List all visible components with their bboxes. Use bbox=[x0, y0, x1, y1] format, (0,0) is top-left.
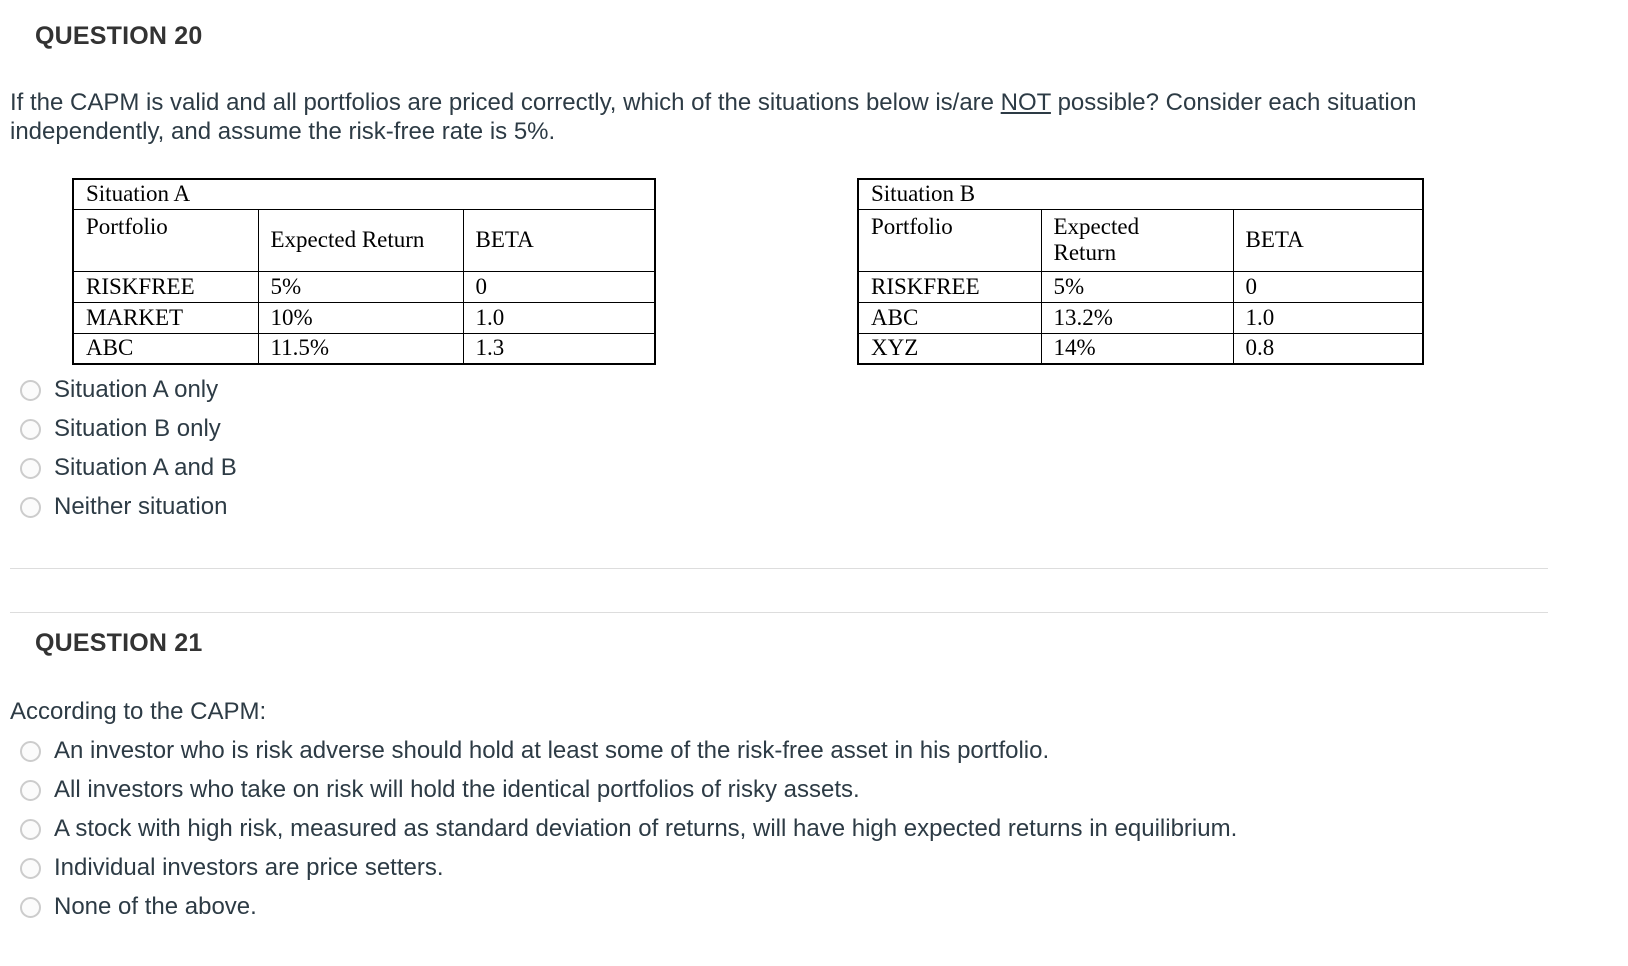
prompt-text-after: possible? Consider each situation indepe… bbox=[10, 89, 1417, 145]
table-cell: 1.3 bbox=[462, 332, 656, 365]
prompt-text-before: If the CAPM is valid and all portfolios … bbox=[10, 89, 1001, 116]
question-20: QUESTION 20 If the CAPM is valid and all… bbox=[10, 22, 1618, 520]
situation-a-table-wrap: Situation A Portfolio Expected Return BE… bbox=[72, 178, 656, 365]
table-row: ABC 11.5% 1.3 bbox=[72, 332, 656, 365]
radio-button[interactable] bbox=[20, 457, 41, 479]
question-20-options: Situation A only Situation B only Situat… bbox=[10, 377, 1618, 520]
situation-a-caption: Situation A bbox=[72, 178, 656, 210]
question-21-prompt: According to the CAPM: bbox=[10, 698, 267, 725]
table-row: RISKFREE 5% 0 bbox=[72, 270, 656, 303]
prompt-text-underlined: NOT bbox=[1000, 89, 1051, 116]
header-beta: BETA bbox=[462, 208, 656, 272]
table-cell: XYZ bbox=[857, 332, 1042, 365]
table-cell: 0.8 bbox=[1232, 332, 1424, 365]
table-row: ABC 13.2% 1.0 bbox=[857, 301, 1424, 334]
table-cell: RISKFREE bbox=[72, 270, 259, 303]
radio-button[interactable] bbox=[20, 779, 41, 801]
table-caption-row: Situation A bbox=[72, 178, 656, 210]
radio-button[interactable] bbox=[20, 896, 41, 918]
radio-button[interactable] bbox=[20, 857, 41, 879]
table-cell: 10% bbox=[257, 301, 464, 334]
option-label: Neither situation bbox=[54, 493, 228, 520]
situation-b-caption: Situation B bbox=[857, 178, 1424, 210]
answer-option-neither-situation[interactable]: Neither situation bbox=[20, 494, 1618, 520]
table-cell: 0 bbox=[462, 270, 656, 303]
table-caption-row: Situation B bbox=[857, 178, 1424, 210]
divider-line bbox=[10, 612, 1548, 613]
header-expected-return: Expected Return bbox=[257, 208, 464, 272]
table-cell: RISKFREE bbox=[857, 270, 1042, 303]
situation-tables: Situation A Portfolio Expected Return BE… bbox=[10, 178, 1618, 365]
answer-option-risk-adverse[interactable]: An investor who is risk adverse should h… bbox=[20, 738, 1618, 764]
question-20-title: QUESTION 20 bbox=[35, 22, 203, 50]
situation-b-table-wrap: Situation B Portfolio Expected Return BE… bbox=[857, 178, 1424, 365]
table-cell: 5% bbox=[257, 270, 464, 303]
option-label: Individual investors are price setters. bbox=[54, 854, 444, 881]
answer-option-situation-a-only[interactable]: Situation A only bbox=[20, 377, 1618, 403]
table-cell: ABC bbox=[72, 332, 259, 365]
header-beta: BETA bbox=[1232, 208, 1424, 272]
table-header-row: Portfolio Expected Return BETA bbox=[72, 208, 656, 272]
table-cell: MARKET bbox=[72, 301, 259, 334]
table-row: RISKFREE 5% 0 bbox=[857, 270, 1424, 303]
table-cell: 14% bbox=[1040, 332, 1234, 365]
table-header-row: Portfolio Expected Return BETA bbox=[857, 208, 1424, 272]
question-21: QUESTION 21 According to the CAPM: An in… bbox=[0, 613, 1628, 920]
header-portfolio: Portfolio bbox=[72, 208, 259, 272]
table-row: XYZ 14% 0.8 bbox=[857, 332, 1424, 365]
answer-option-situation-a-and-b[interactable]: Situation A and B bbox=[20, 455, 1618, 481]
header-expected-return: Expected Return bbox=[1040, 208, 1234, 272]
table-cell: 1.0 bbox=[1232, 301, 1424, 334]
situation-a-table: Situation A Portfolio Expected Return BE… bbox=[72, 178, 656, 365]
option-label: Situation A only bbox=[54, 376, 219, 403]
answer-option-high-risk-stock[interactable]: A stock with high risk, measured as stan… bbox=[20, 816, 1618, 842]
table-cell: ABC bbox=[857, 301, 1042, 334]
option-label: A stock with high risk, measured as stan… bbox=[54, 815, 1238, 842]
table-cell: 5% bbox=[1040, 270, 1234, 303]
question-21-title: QUESTION 21 bbox=[35, 629, 203, 657]
option-label: All investors who take on risk will hold… bbox=[54, 776, 860, 803]
table-cell: 11.5% bbox=[257, 332, 464, 365]
option-label: Situation A and B bbox=[54, 454, 237, 481]
situation-b-table: Situation B Portfolio Expected Return BE… bbox=[857, 178, 1424, 365]
radio-button[interactable] bbox=[20, 818, 41, 840]
question-21-options: An investor who is risk adverse should h… bbox=[10, 738, 1618, 920]
radio-button[interactable] bbox=[20, 379, 41, 401]
answer-option-none-of-the-above[interactable]: None of the above. bbox=[20, 894, 1618, 920]
option-label: An investor who is risk adverse should h… bbox=[54, 737, 1050, 764]
question-20-prompt: If the CAPM is valid and all portfolios … bbox=[10, 88, 1555, 146]
radio-button[interactable] bbox=[20, 418, 41, 440]
radio-button[interactable] bbox=[20, 496, 41, 518]
table-cell: 1.0 bbox=[462, 301, 656, 334]
table-row: MARKET 10% 1.0 bbox=[72, 301, 656, 334]
answer-option-situation-b-only[interactable]: Situation B only bbox=[20, 416, 1618, 442]
header-portfolio: Portfolio bbox=[857, 208, 1042, 272]
table-cell: 13.2% bbox=[1040, 301, 1234, 334]
table-cell: 0 bbox=[1232, 270, 1424, 303]
radio-button[interactable] bbox=[20, 740, 41, 762]
answer-option-price-setters[interactable]: Individual investors are price setters. bbox=[20, 855, 1618, 881]
divider-line bbox=[10, 568, 1548, 569]
option-label: None of the above. bbox=[54, 893, 257, 920]
answer-option-identical-portfolios[interactable]: All investors who take on risk will hold… bbox=[20, 777, 1618, 803]
question-divider bbox=[0, 568, 1628, 613]
option-label: Situation B only bbox=[54, 415, 221, 442]
